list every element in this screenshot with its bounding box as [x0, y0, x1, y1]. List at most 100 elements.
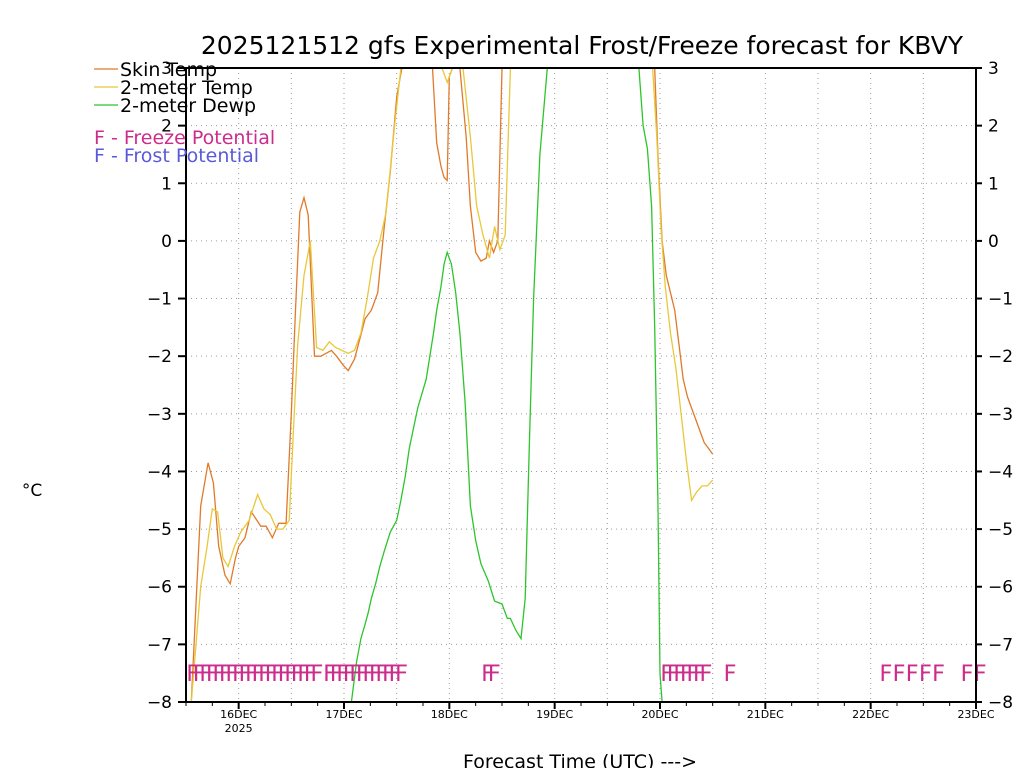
- freeze-marker: F: [258, 662, 271, 687]
- y-tick-label-right: −1: [988, 290, 1013, 310]
- y-tick-label-right: 2: [988, 117, 999, 137]
- y-tick-label-left: 1: [161, 174, 172, 194]
- freeze-marker: F: [673, 662, 686, 687]
- x-tick-label: 21DEC: [747, 708, 784, 721]
- freeze-marker: F: [251, 662, 264, 687]
- freeze-marker: F: [290, 662, 303, 687]
- x-tick-label: 22DEC: [852, 708, 889, 721]
- y-tick-label-left: 2: [161, 117, 172, 137]
- y-tick-label-right: −2: [988, 347, 1013, 367]
- y-tick-label-right: 1: [988, 174, 999, 194]
- freeze-marker: F: [879, 662, 892, 687]
- freeze-marker: F: [284, 662, 297, 687]
- y-tick-label-right: −3: [988, 405, 1013, 425]
- x-axis-label: Forecast Time (UTC) --->: [463, 751, 697, 768]
- freeze-marker: F: [349, 662, 362, 687]
- series-line-skin-temp-late-: [654, 68, 714, 455]
- freeze-marker: F: [892, 662, 905, 687]
- series-line-2-meter-dewp: [186, 68, 561, 702]
- y-tick-label-right: −7: [988, 635, 1013, 655]
- x-tick-label: 19DEC: [536, 708, 573, 721]
- freeze-marker: F: [686, 662, 699, 687]
- freeze-marker: F: [225, 662, 238, 687]
- x-tick-label: 18DEC: [431, 708, 468, 721]
- freeze-marker: F: [264, 662, 277, 687]
- x-tick-label: 16DEC: [220, 708, 257, 721]
- legend-label: 2-meter Temp: [120, 77, 253, 99]
- freeze-marker: F: [356, 662, 369, 687]
- y-tick-label-left: 3: [161, 59, 172, 79]
- grid-lines: [186, 68, 976, 702]
- freeze-marker: F: [680, 662, 693, 687]
- freeze-marker: F: [297, 662, 310, 687]
- y-axis-left: −8 −7 −6 −5 −4 −3 −2 −1 0 1 2 3: [147, 59, 186, 713]
- freeze-marker: F: [271, 662, 284, 687]
- freeze-marker: F: [395, 662, 408, 687]
- freeze-marker: F: [186, 662, 199, 687]
- freeze-marker: F: [329, 662, 342, 687]
- freeze-marker: F: [212, 662, 225, 687]
- freeze-marker: F: [277, 662, 290, 687]
- freeze-marker: F: [699, 662, 712, 687]
- x-tick-label: 23DEC: [957, 708, 994, 721]
- freeze-marker: F: [238, 662, 251, 687]
- series-line-skin-temp: [186, 68, 529, 702]
- legend-label: 2-meter Dewp: [120, 95, 256, 117]
- freeze-marker: F: [660, 662, 673, 687]
- series-line-2-meter-dewp-late-: [638, 68, 663, 702]
- freeze-marker: F: [232, 662, 245, 687]
- y-tick-label-right: −8: [988, 693, 1013, 713]
- freeze-marker: F: [693, 662, 706, 687]
- y-tick-label-right: −6: [988, 578, 1013, 598]
- freeze-marker: F: [667, 662, 680, 687]
- freeze-marker: F: [382, 662, 395, 687]
- freeze-marker: F: [388, 662, 401, 687]
- series-lines: [186, 68, 714, 702]
- y-tick-label-left: −3: [147, 405, 172, 425]
- freeze-marker: F: [336, 662, 349, 687]
- x-tick-label: 17DEC: [325, 708, 362, 721]
- y-tick-label-right: −4: [988, 462, 1013, 482]
- freeze-marker: F: [343, 662, 356, 687]
- y-tick-label-right: 3: [988, 59, 999, 79]
- freeze-marker: F: [932, 662, 945, 687]
- y-tick-label-right: −5: [988, 520, 1013, 540]
- legend-label: F - Frost Potential: [94, 145, 259, 167]
- y-axis-label: °C: [22, 481, 42, 501]
- chart-title: 2025121512 gfs Experimental Frost/Freeze…: [201, 31, 964, 60]
- y-tick-label-left: −5: [147, 520, 172, 540]
- y-tick-label-left: −6: [147, 578, 172, 598]
- freeze-marker: F: [199, 662, 212, 687]
- freeze-marker: F: [304, 662, 317, 687]
- freeze-marker: F: [310, 662, 323, 687]
- freeze-marker: F: [245, 662, 258, 687]
- y-tick-label-left: −2: [147, 347, 172, 367]
- freeze-marker: F: [723, 662, 736, 687]
- plot-frame: [185, 67, 977, 703]
- y-tick-label-left: 0: [161, 232, 172, 252]
- legend-label: Skin Temp: [120, 59, 217, 81]
- series-line-2-meter-temp-late-: [651, 68, 714, 503]
- y-axis-right: −8 −7 −6 −5 −4 −3 −2 −1 0 1 2 3: [976, 59, 1013, 713]
- freeze-marker: F: [362, 662, 375, 687]
- y-tick-label-right: 0: [988, 232, 999, 252]
- y-tick-label-left: −7: [147, 635, 172, 655]
- freeze-marker: F: [960, 662, 973, 687]
- freeze-marker: F: [369, 662, 382, 687]
- y-tick-label-left: −1: [147, 290, 172, 310]
- freeze-marker: F: [487, 662, 500, 687]
- freeze-marker: F: [375, 662, 388, 687]
- x-tick-label: 20DEC: [641, 708, 678, 721]
- freeze-marker: F: [919, 662, 932, 687]
- x-tick-sublabel: 2025: [225, 722, 253, 735]
- series-line-2-meter-temp: [186, 68, 515, 702]
- freeze-marker: F: [219, 662, 232, 687]
- freeze-marker: F: [481, 662, 494, 687]
- freeze-marker: F: [193, 662, 206, 687]
- freeze-marker: F: [206, 662, 219, 687]
- y-tick-label-left: −4: [147, 462, 172, 482]
